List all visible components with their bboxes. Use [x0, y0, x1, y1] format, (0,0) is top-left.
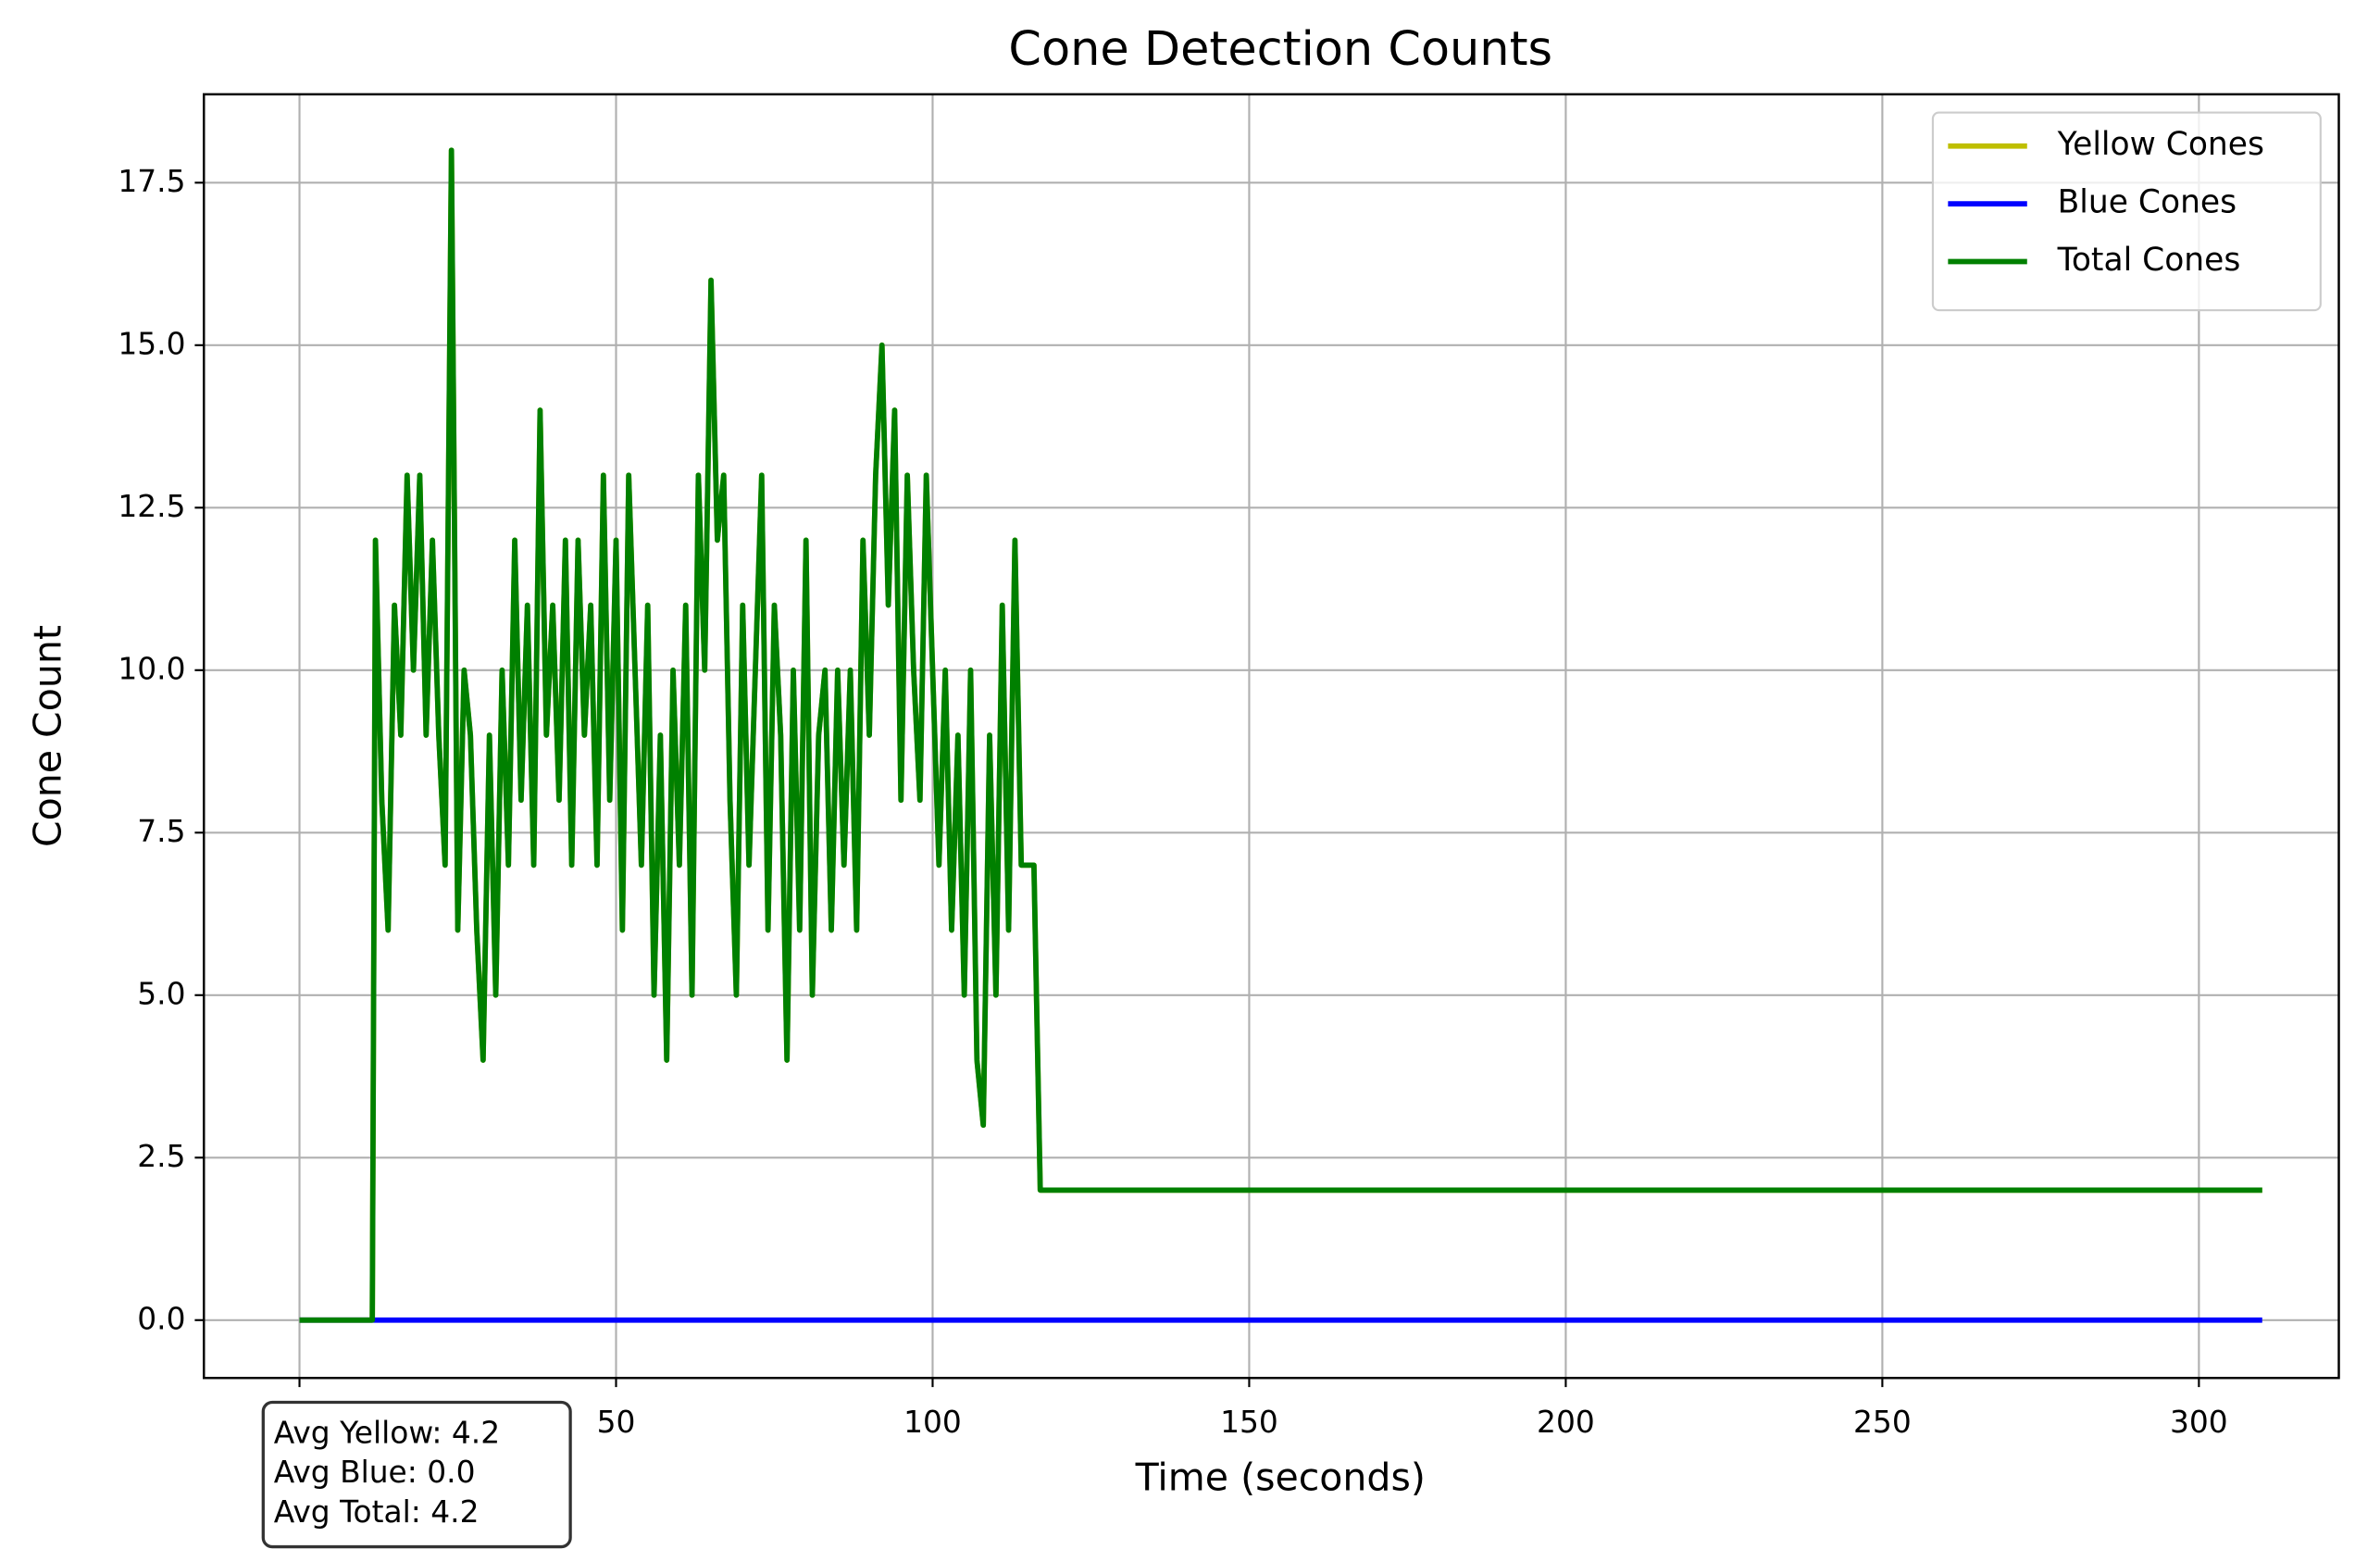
plot-frame [203, 93, 2340, 1380]
x-tick-label: 150 [1220, 1405, 1278, 1440]
annotation-text: Avg Total: 4.2 [274, 1494, 480, 1530]
annotation-box [261, 1400, 572, 1549]
y-tick-label: 12.5 [118, 489, 185, 524]
annotation-text: Avg Yellow: 4.2 [274, 1416, 500, 1451]
x-axis-label: Time (seconds) [1135, 1455, 1426, 1499]
y-tick-label: 15.0 [118, 326, 185, 361]
legend-label: Blue Cones [2058, 184, 2237, 221]
x-tick-label: 250 [1853, 1405, 1912, 1440]
x-tick-label: 50 [597, 1405, 636, 1440]
y-tick-label: 17.5 [118, 164, 185, 199]
x-tick-label: 100 [903, 1405, 962, 1440]
y-tick-label: 5.0 [137, 976, 185, 1011]
annotation-text: Avg Blue: 0.0 [274, 1455, 476, 1490]
legend-label: Yellow Cones [2057, 126, 2264, 163]
x-tick-label: 300 [2170, 1405, 2228, 1440]
chart-title: Cone Detection Counts [1008, 22, 1552, 77]
series-line [299, 147, 2262, 1323]
y-axis-label: Cone Count [25, 625, 69, 847]
legend-box [1931, 111, 2322, 312]
x-tick-label: 200 [1537, 1405, 1595, 1440]
y-tick-label: 0.0 [137, 1301, 185, 1336]
y-tick-label: 2.5 [137, 1139, 185, 1174]
legend-label: Total Cones [2057, 242, 2241, 279]
y-tick-label: 10.0 [118, 651, 185, 686]
y-tick-label: 7.5 [137, 814, 185, 849]
